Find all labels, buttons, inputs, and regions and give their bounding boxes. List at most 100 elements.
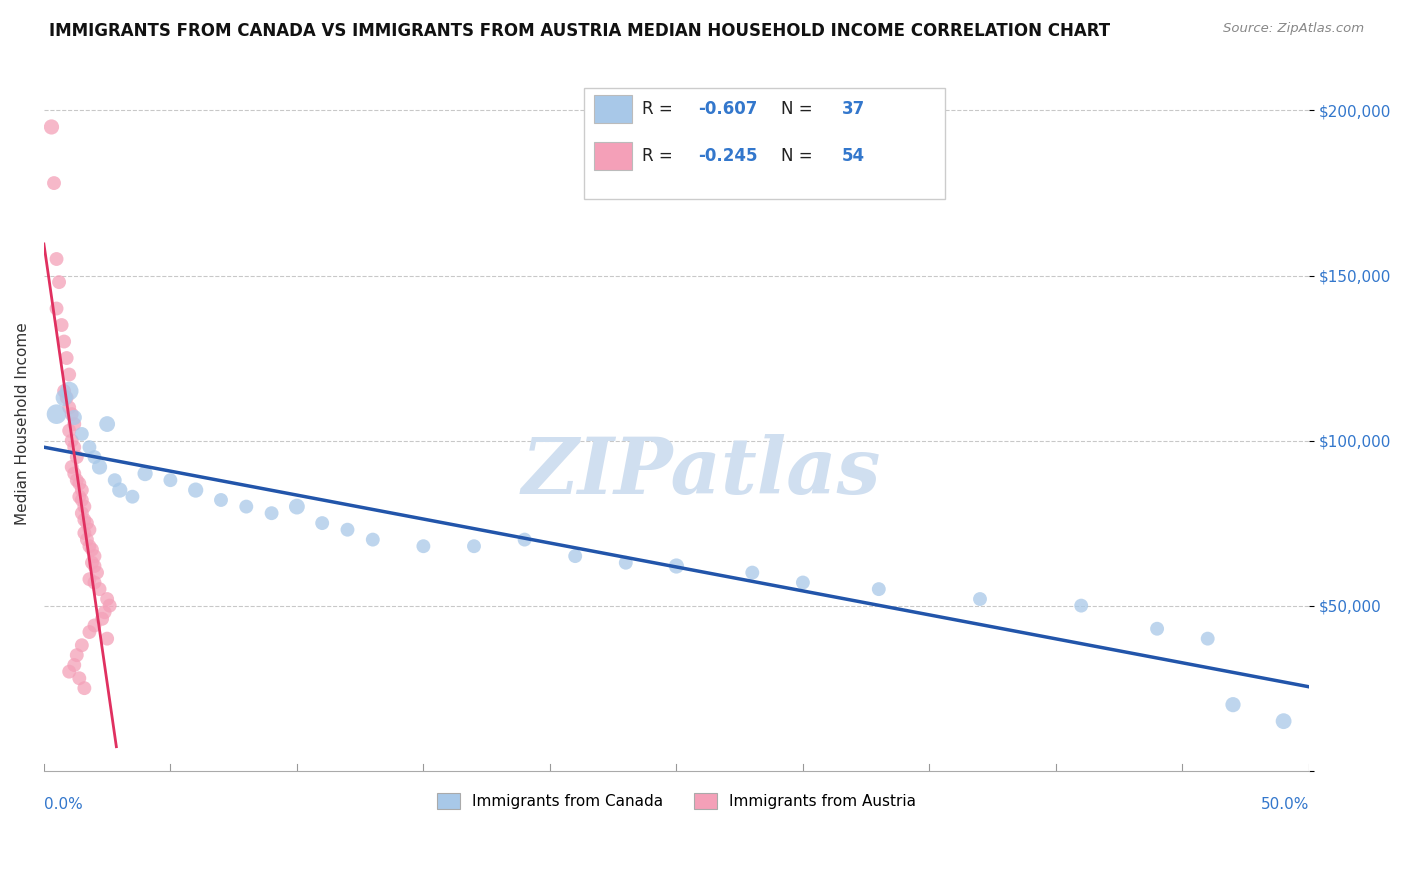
Point [260, 506, 283, 520]
Point [96, 592, 118, 607]
Text: N =: N = [782, 147, 818, 165]
FancyBboxPatch shape [583, 87, 945, 200]
Point [63, 417, 86, 431]
Point [70, 483, 93, 497]
Point [51, 318, 73, 332]
Point [42, 176, 65, 190]
Point [55, 351, 77, 365]
Text: 54: 54 [842, 147, 865, 165]
Point [60, 434, 83, 448]
Point [665, 559, 688, 574]
Point [76, 533, 98, 547]
Point [58, 384, 80, 398]
Point [1070, 599, 1092, 613]
Point [209, 493, 232, 508]
Point [868, 582, 890, 596]
Point [48, 275, 70, 289]
Point [79, 572, 101, 586]
Text: Source: ZipAtlas.com: Source: ZipAtlas.com [1223, 22, 1364, 36]
Point [98, 599, 121, 613]
Point [60, 460, 83, 475]
Point [73, 513, 96, 527]
Point [96, 417, 118, 431]
Point [513, 533, 536, 547]
Point [93, 605, 115, 619]
Point [83, 618, 105, 632]
Point [104, 473, 127, 487]
Point [311, 516, 333, 530]
Point [1272, 714, 1295, 728]
Point [67, 671, 90, 685]
Text: R =: R = [643, 147, 678, 165]
Bar [595, 142, 633, 169]
Point [89, 582, 111, 596]
Point [67, 490, 90, 504]
Point [96, 632, 118, 646]
Point [70, 638, 93, 652]
Point [121, 490, 143, 504]
Point [58, 665, 80, 679]
Point [63, 467, 86, 481]
Point [80, 556, 103, 570]
Point [63, 410, 86, 425]
Point [70, 427, 93, 442]
Text: 50.0%: 50.0% [1261, 797, 1309, 812]
Point [184, 483, 207, 497]
Point [53, 334, 76, 349]
Point [336, 523, 359, 537]
Point [969, 592, 991, 607]
Point [91, 612, 114, 626]
Text: IMMIGRANTS FROM CANADA VS IMMIGRANTS FROM AUSTRIA MEDIAN HOUSEHOLD INCOME CORREL: IMMIGRANTS FROM CANADA VS IMMIGRANTS FRO… [49, 22, 1111, 40]
Point [83, 450, 105, 464]
Point [412, 539, 434, 553]
Point [70, 506, 93, 520]
Legend: Immigrants from Canada, Immigrants from Austria: Immigrants from Canada, Immigrants from … [430, 787, 922, 815]
Point [89, 460, 111, 475]
Bar [595, 95, 633, 122]
Point [41, 120, 63, 134]
Point [235, 500, 257, 514]
Point [80, 542, 103, 557]
Point [285, 500, 308, 514]
Point [86, 566, 108, 580]
Point [79, 625, 101, 640]
Point [614, 556, 637, 570]
Point [83, 549, 105, 563]
Point [741, 566, 763, 580]
Point [66, 648, 89, 662]
Text: R =: R = [643, 100, 678, 118]
Point [1222, 698, 1244, 712]
Point [45, 252, 67, 266]
Point [66, 473, 89, 487]
Point [58, 401, 80, 415]
Point [70, 493, 93, 508]
Point [53, 384, 76, 398]
Point [45, 407, 67, 421]
Point [83, 559, 105, 574]
Point [792, 575, 814, 590]
Point [79, 523, 101, 537]
Text: 37: 37 [842, 100, 865, 118]
Point [63, 658, 86, 673]
Point [1146, 622, 1168, 636]
Text: ZIPatlas: ZIPatlas [522, 434, 882, 511]
Point [564, 549, 586, 563]
Point [55, 391, 77, 405]
Point [79, 440, 101, 454]
Point [63, 440, 86, 454]
Point [66, 450, 89, 464]
Point [73, 681, 96, 695]
Point [60, 407, 83, 421]
Point [73, 526, 96, 541]
Point [1197, 632, 1219, 646]
Point [76, 516, 98, 530]
Text: 0.0%: 0.0% [44, 797, 83, 812]
Point [58, 368, 80, 382]
Point [159, 473, 181, 487]
Point [79, 539, 101, 553]
Point [361, 533, 384, 547]
Point [73, 500, 96, 514]
Point [53, 391, 76, 405]
Point [58, 424, 80, 438]
Point [67, 476, 90, 491]
